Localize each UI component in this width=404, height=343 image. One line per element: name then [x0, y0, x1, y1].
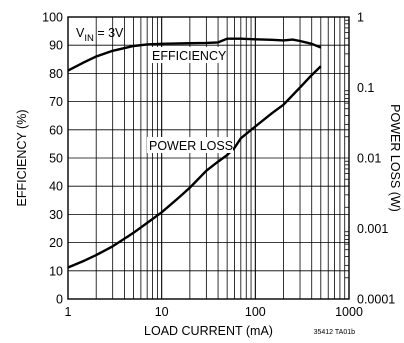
grid	[68, 17, 349, 299]
condition-value: = 3V	[94, 26, 124, 40]
y-left-tick-label: 80	[49, 67, 63, 81]
y-right-tick-label: 0.01	[357, 152, 381, 166]
y-axis-right-title: POWER LOSS (W)	[388, 104, 402, 212]
y-left-tick-label: 30	[49, 208, 63, 222]
x-tick-label: 100	[245, 305, 266, 319]
x-axis-title: LOAD CURRENT (mA)	[144, 324, 273, 338]
tick-labels: 1 10 100 1000 0 10 20 30 40 50 60 70 80 90 100 0.0001 0.…	[42, 11, 395, 320]
condition-label: VIN = 3V	[76, 26, 124, 44]
y-right-tick-label: 0.1	[357, 81, 374, 95]
power-loss-label-bg	[147, 137, 233, 153]
y-right-tick-label: 0.001	[357, 222, 388, 236]
efficiency-series-label: EFFICIENCY	[152, 49, 227, 63]
x-tick-label: 1	[65, 305, 72, 319]
figure-code: 35412 TA01b	[314, 329, 355, 336]
plot-frame	[67, 16, 350, 300]
efficiency-line	[67, 37, 322, 72]
y-left-tick-label: 100	[42, 11, 63, 25]
series-lines	[67, 37, 322, 269]
y-left-tick-label: 60	[49, 123, 63, 137]
y-right-tick-label: 1	[357, 11, 364, 25]
y-left-tick-label: 0	[56, 293, 63, 307]
power-loss-line	[67, 65, 322, 269]
y-left-tick-label: 10	[49, 264, 63, 278]
x-tick-label: 1000	[335, 305, 363, 319]
condition-main: V	[76, 26, 85, 40]
efficiency-label-bg	[150, 47, 226, 63]
y-left-tick-label: 70	[49, 95, 63, 109]
y-right-tick-label: 0.0001	[357, 293, 395, 307]
y-axis-left-title: EFFICIENCY (%)	[15, 110, 29, 207]
y-left-tick-label: 50	[49, 152, 63, 166]
x-tick-label: 10	[155, 305, 169, 319]
y-left-tick-label: 20	[49, 236, 63, 250]
y-left-tick-label: 40	[49, 180, 63, 194]
y-left-tick-label: 90	[49, 39, 63, 53]
power-loss-series-label: POWER LOSS	[149, 139, 233, 153]
condition-subscript: IN	[84, 33, 94, 44]
